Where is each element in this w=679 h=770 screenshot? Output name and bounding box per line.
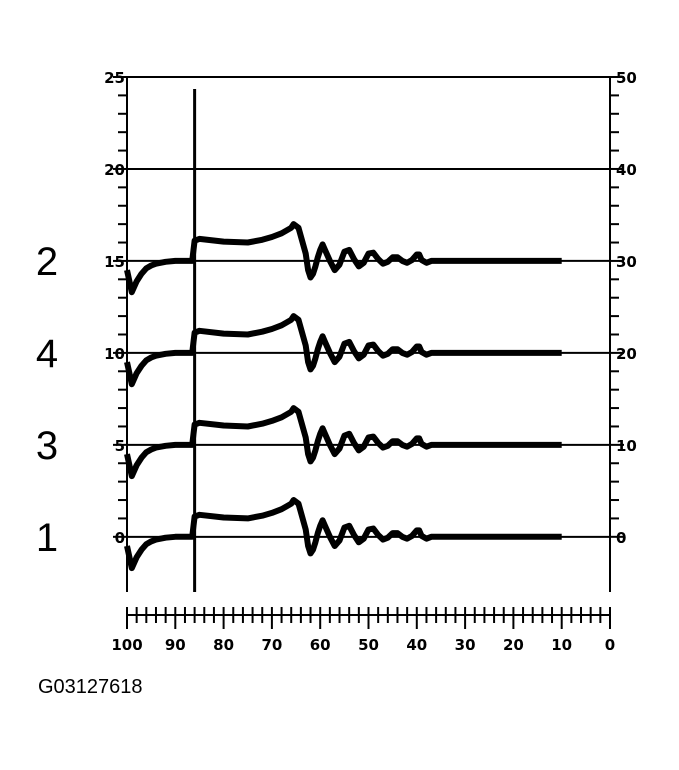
waveform-trace-1 xyxy=(124,497,562,572)
figure-id: G03127618 xyxy=(38,676,143,698)
x-tick-label: 40 xyxy=(406,636,427,654)
channel-label-2: 2 xyxy=(36,240,58,284)
x-tick-label: 100 xyxy=(111,636,142,654)
waveform-traces xyxy=(124,89,562,592)
channel-label-4: 4 xyxy=(36,332,58,376)
left-y-tick-label: 10 xyxy=(104,345,125,363)
right-y-tick-label: 20 xyxy=(616,345,637,363)
right-y-tick-label: 40 xyxy=(616,161,637,179)
right-y-tick-label: 50 xyxy=(616,69,637,87)
left-y-tick-label: 25 xyxy=(104,69,125,87)
left-y-tick-label: 20 xyxy=(104,161,125,179)
x-tick-label: 20 xyxy=(503,636,524,654)
channel-label-1: 1 xyxy=(36,516,58,560)
channel-label-3: 3 xyxy=(36,424,58,468)
x-tick-label: 30 xyxy=(455,636,476,654)
x-tick-label: 90 xyxy=(165,636,186,654)
x-tick-label: 10 xyxy=(551,636,572,654)
x-tick-label: 0 xyxy=(605,636,615,654)
channel-labels: 2 4 3 1 xyxy=(36,240,58,560)
waveform-trace-3 xyxy=(124,405,562,480)
left-y-tick-label: 5 xyxy=(115,437,125,455)
right-y-tick-label: 10 xyxy=(616,437,637,455)
left-y-tick-label: 15 xyxy=(104,253,125,271)
x-tick-label: 60 xyxy=(310,636,331,654)
waveform-trace-4 xyxy=(124,313,562,388)
axis-tick-labels: 100 90 80 70 60 50 40 30 20 10 0051015202501020304… xyxy=(104,69,637,654)
right-y-tick-label: 0 xyxy=(616,529,626,547)
axis-ticks xyxy=(113,76,624,629)
left-y-tick-label: 0 xyxy=(115,529,125,547)
x-tick-label: 50 xyxy=(358,636,379,654)
x-tick-label: 70 xyxy=(261,636,282,654)
waveform-trace-2 xyxy=(124,221,562,296)
x-tick-label: 80 xyxy=(213,636,234,654)
right-y-tick-label: 30 xyxy=(616,253,637,271)
